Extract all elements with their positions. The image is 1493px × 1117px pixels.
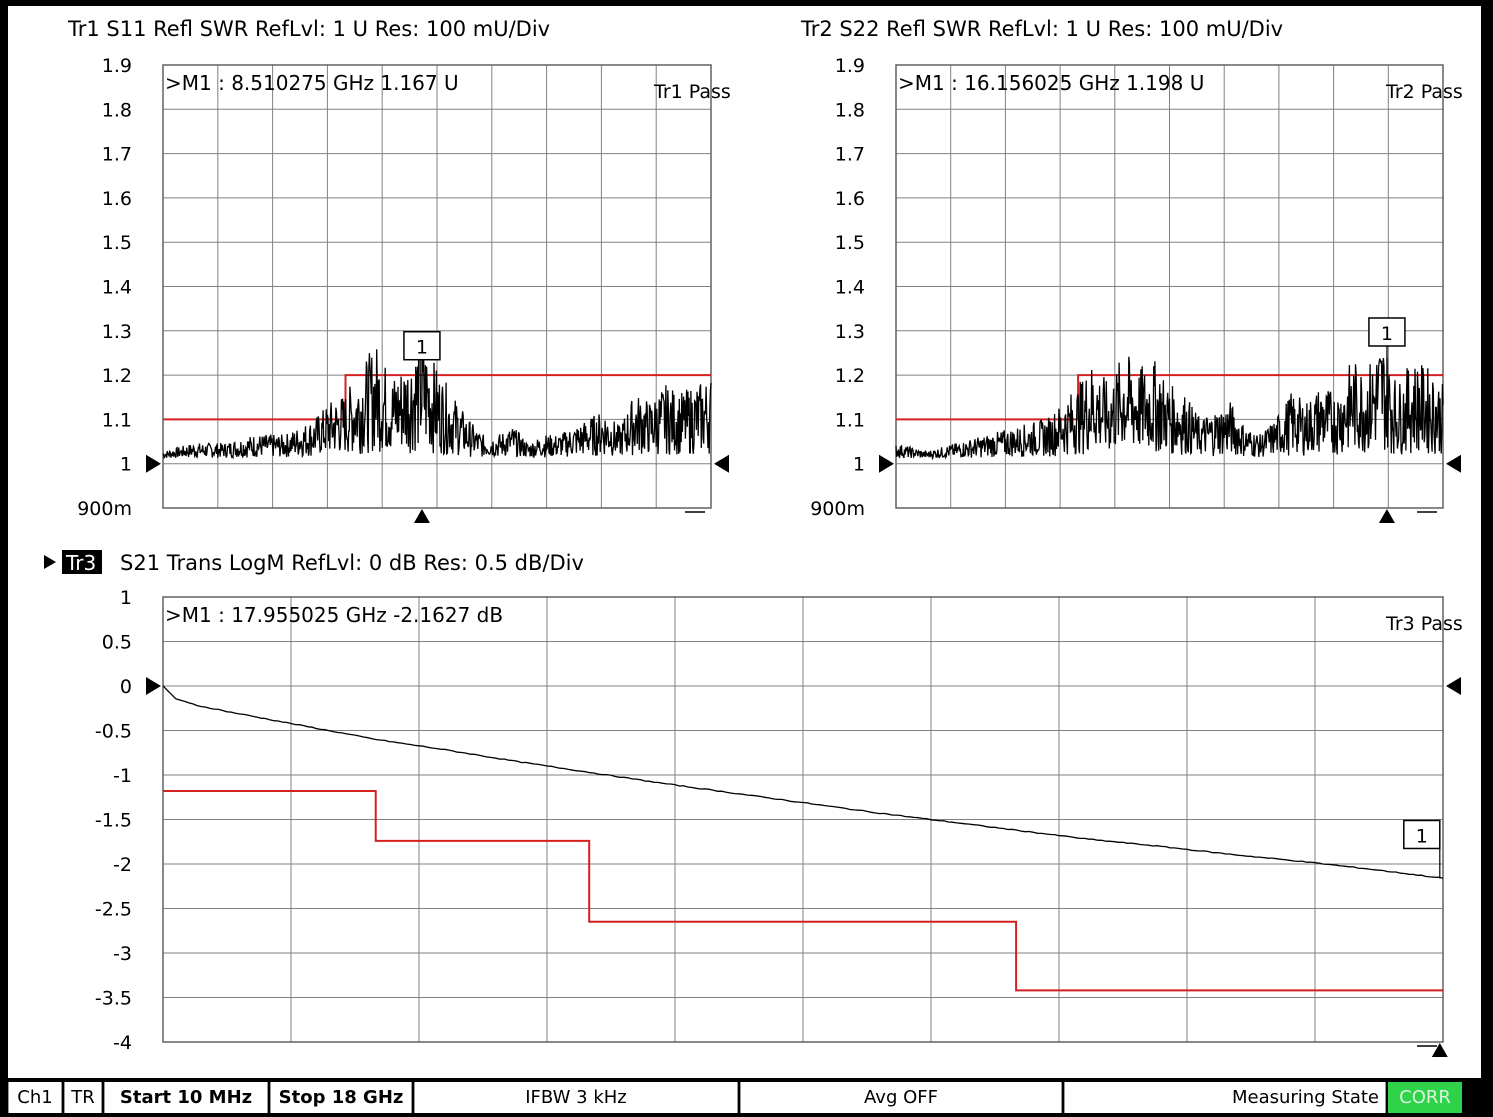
y-tick-label: 1.4 xyxy=(102,277,132,299)
averaging-label[interactable]: Avg OFF xyxy=(740,1082,1062,1113)
marker-position-triangle-icon xyxy=(1431,1043,1448,1057)
measurement-trace xyxy=(162,342,712,460)
marker-number: 1 xyxy=(1381,323,1393,345)
y-tick-label: 1 xyxy=(120,587,132,609)
active-trace-arrow-icon xyxy=(44,555,56,569)
marker-flag xyxy=(1368,317,1406,347)
y-tick-label: 1.1 xyxy=(835,409,865,431)
y-tick-label: 1.3 xyxy=(102,321,132,343)
marker-readout: >M1 : 17.955025 GHz -2.1627 dB xyxy=(165,603,503,627)
plot-area: Tr1 S11 Refl SWR RefLvl: 1 U Res: 100 mU… xyxy=(44,17,1463,1057)
plot-frame xyxy=(162,64,712,509)
marker-position-triangle-icon xyxy=(1378,509,1395,523)
y-tick-label: -2 xyxy=(113,854,132,876)
limit-line xyxy=(163,790,1443,992)
start-frequency[interactable]: Start 10 MHz xyxy=(104,1082,268,1113)
y-tick-label: 900m xyxy=(77,498,132,520)
ref-level-left-arrow-icon xyxy=(146,454,161,473)
plot-frame xyxy=(162,596,1444,1043)
y-tick-label: 1.5 xyxy=(102,232,132,254)
stop-frequency[interactable]: Stop 18 GHz xyxy=(270,1082,412,1113)
y-tick-label: 1.6 xyxy=(102,188,132,210)
y-tick-label: 1.9 xyxy=(102,55,132,77)
y-tick-label: 0.5 xyxy=(102,632,132,654)
channel-label[interactable]: Ch1 xyxy=(8,1082,62,1113)
limit-pass-label: Tr3 Pass xyxy=(1385,613,1463,635)
measurement-trace xyxy=(162,685,1444,879)
y-tick-label: 1.9 xyxy=(835,55,865,77)
marker-flag xyxy=(1403,819,1441,850)
analyzer-display: Tr1 S11 Refl SWR RefLvl: 1 U Res: 100 mU… xyxy=(8,6,1481,1078)
ref-level-right-arrow-icon xyxy=(1446,454,1461,473)
y-tick-label: 1 xyxy=(120,454,132,476)
y-tick-label: -2.5 xyxy=(95,899,132,921)
ref-level-left-arrow-icon xyxy=(879,454,894,473)
corr-badge: CORR xyxy=(1388,1082,1462,1113)
y-tick-label: 1.1 xyxy=(102,409,132,431)
marker-flag xyxy=(403,330,441,361)
mode-label[interactable]: TR xyxy=(64,1082,102,1113)
trace-panel-tr2 xyxy=(879,64,1461,523)
y-tick-label: -1.5 xyxy=(95,810,132,832)
y-tick-label: -3.5 xyxy=(95,988,132,1010)
limit-pass-label: Tr2 Pass xyxy=(1385,81,1463,103)
y-tick-label: 1.6 xyxy=(835,188,865,210)
ref-level-right-arrow-icon xyxy=(1446,677,1461,695)
status-bar: Ch1 TR Start 10 MHz Stop 18 GHz IFBW 3 k… xyxy=(0,1078,1493,1117)
y-tick-label: 1.4 xyxy=(835,277,865,299)
y-tick-label: 1.3 xyxy=(835,321,865,343)
marker-number: 1 xyxy=(1416,825,1428,847)
marker-number: 1 xyxy=(416,337,428,359)
ref-level-right-arrow-icon xyxy=(714,454,729,473)
y-tick-label: 900m xyxy=(810,498,865,520)
trace-header: Tr2 S22 Refl SWR RefLvl: 1 U Res: 100 mU… xyxy=(800,17,1283,41)
measuring-state-label: Measuring State xyxy=(1064,1082,1386,1113)
y-tick-label: 1.7 xyxy=(835,144,865,166)
marker-position-triangle-icon xyxy=(413,509,430,523)
trace-header: S21 Trans LogM RefLvl: 0 dB Res: 0.5 dB/… xyxy=(120,551,584,575)
marker-readout: >M1 : 8.510275 GHz 1.167 U xyxy=(165,71,459,95)
y-tick-label: 1.8 xyxy=(835,99,865,121)
ref-level-left-arrow-icon xyxy=(146,677,161,695)
y-tick-label: -4 xyxy=(113,1032,132,1054)
measurement-trace xyxy=(895,356,1444,461)
y-tick-label: 1.5 xyxy=(835,232,865,254)
y-tick-label: 1 xyxy=(853,454,865,476)
y-tick-label: -0.5 xyxy=(95,721,132,743)
marker-readout: >M1 : 16.156025 GHz 1.198 U xyxy=(898,71,1204,95)
limit-line xyxy=(163,374,711,421)
limit-pass-label: Tr1 Pass xyxy=(653,81,731,103)
y-tick-label: -3 xyxy=(113,943,132,965)
ifbw-label[interactable]: IFBW 3 kHz xyxy=(414,1082,738,1113)
y-tick-label: 0 xyxy=(120,676,132,698)
trace-panel-tr1 xyxy=(146,64,729,523)
y-tick-label: 1.2 xyxy=(102,365,132,387)
y-tick-label: -1 xyxy=(113,765,132,787)
y-tick-label: 1.8 xyxy=(102,99,132,121)
active-trace-tag: Tr3 xyxy=(65,551,96,575)
active-trace-tag-bg xyxy=(62,550,102,574)
y-tick-label: 1.7 xyxy=(102,144,132,166)
trace-header: Tr1 S11 Refl SWR RefLvl: 1 U Res: 100 mU… xyxy=(67,17,550,41)
trace-panel-tr3 xyxy=(146,596,1461,1057)
y-tick-label: 1.2 xyxy=(835,365,865,387)
plot-frame xyxy=(895,64,1444,509)
